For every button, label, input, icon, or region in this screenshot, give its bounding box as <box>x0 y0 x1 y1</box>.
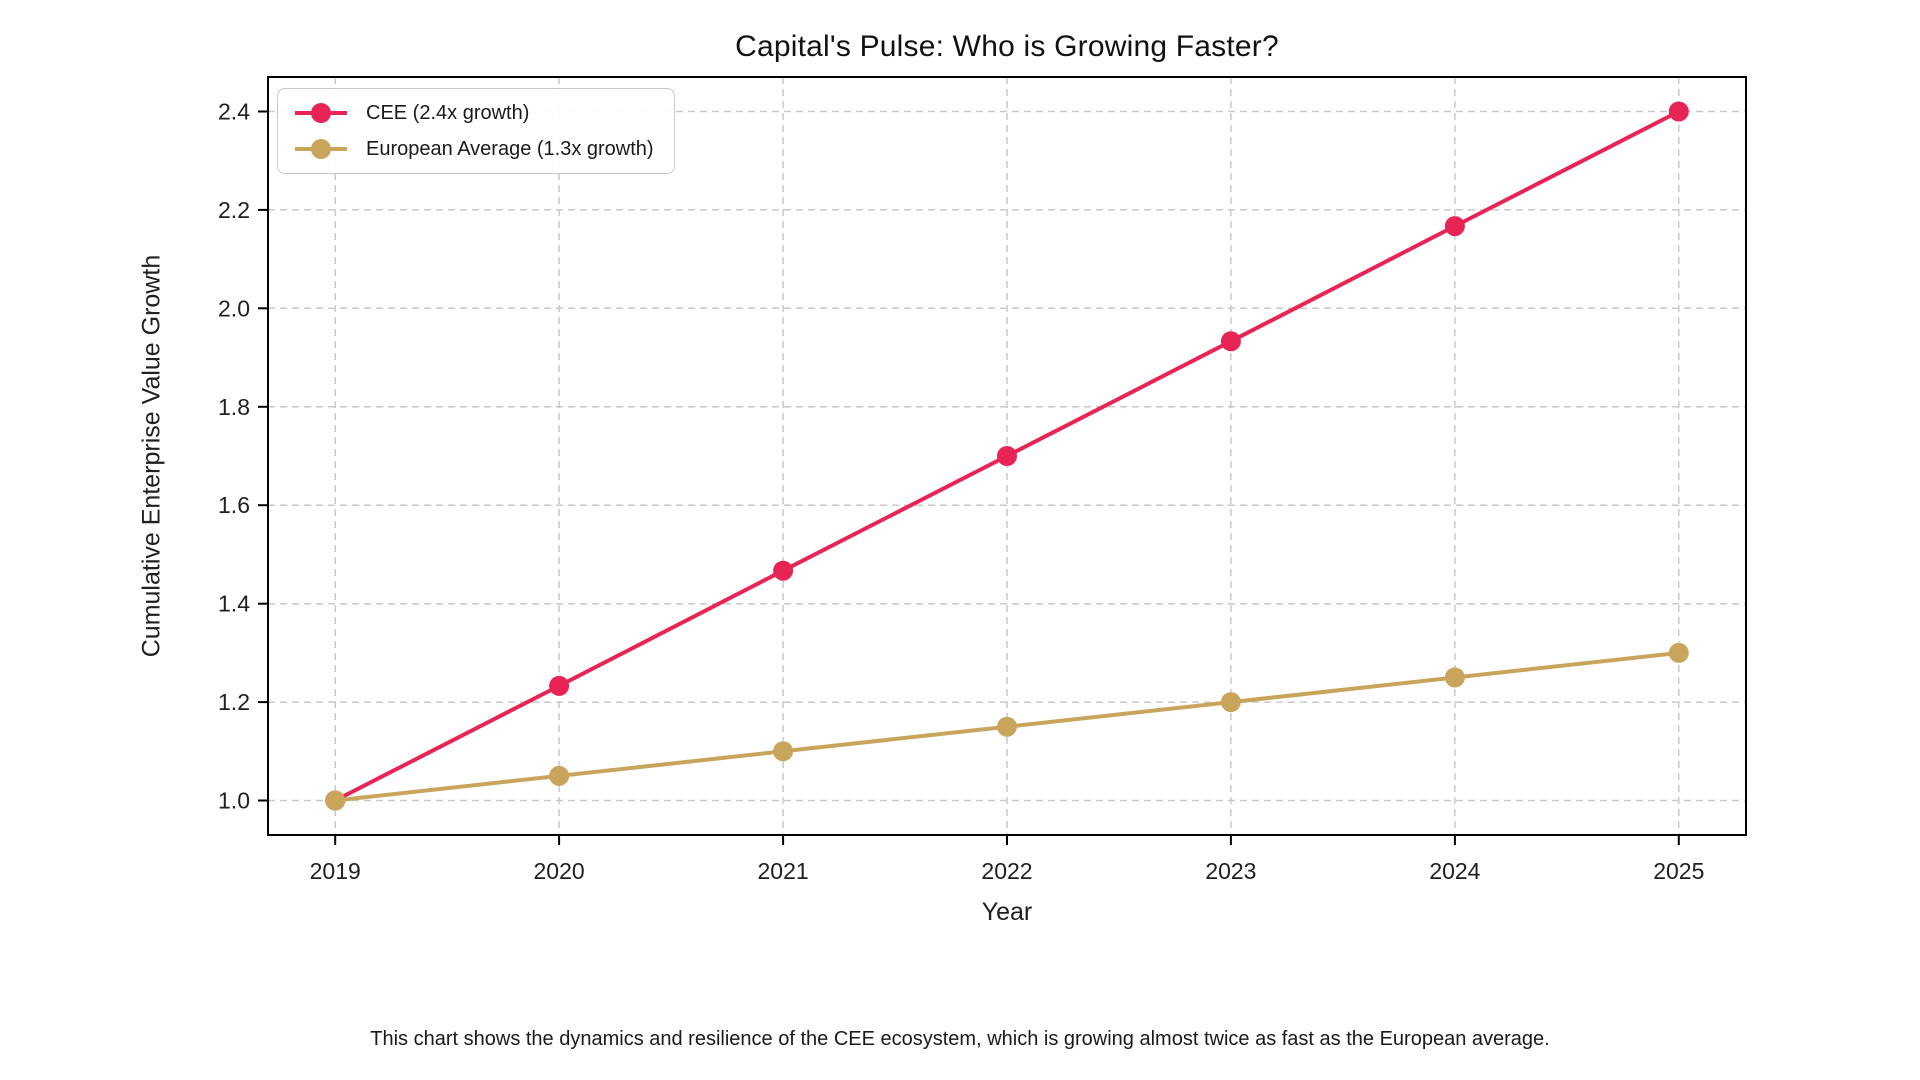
series-marker-0 <box>1444 216 1465 237</box>
series-marker-1 <box>773 741 794 762</box>
legend-label-european-average: European Average (1.3x growth) <box>366 137 654 160</box>
series-marker-1 <box>549 765 570 786</box>
line-marker-swatch-icon <box>295 139 347 159</box>
series-marker-0 <box>549 675 570 696</box>
legend-item-european-average: European Average (1.3x growth) <box>292 133 654 165</box>
series-marker-1 <box>325 790 346 811</box>
x-tick-label: 2023 <box>1205 858 1256 884</box>
series-marker-1 <box>1668 642 1689 663</box>
x-tick-label: 2022 <box>981 858 1032 884</box>
series-marker-0 <box>1668 101 1689 122</box>
x-tick-label: 2025 <box>1653 858 1704 884</box>
y-tick-label: 1.4 <box>218 591 250 617</box>
legend-item-cee: CEE (2.4x growth) <box>292 97 654 129</box>
x-axis-label: Year <box>981 898 1033 926</box>
x-tick-label: 2019 <box>310 858 361 884</box>
y-tick-label: 2.2 <box>218 197 250 223</box>
series-marker-1 <box>997 716 1017 737</box>
series-marker-0 <box>997 446 1017 466</box>
y-tick-label: 2.4 <box>218 99 250 125</box>
legend: CEE (2.4x growth) European Average (1.3x… <box>277 88 675 174</box>
series-marker-1 <box>1220 692 1241 713</box>
y-tick-label: 1.8 <box>218 394 250 420</box>
x-tick-label: 2024 <box>1429 858 1480 884</box>
y-tick-label: 1.0 <box>218 788 250 814</box>
line-marker-swatch-icon <box>295 103 347 123</box>
chart-title: Capital's Pulse: Who is Growing Faster? <box>735 30 1279 63</box>
x-tick-label: 2020 <box>534 858 585 884</box>
y-tick-label: 1.6 <box>218 492 250 518</box>
series-marker-0 <box>1220 331 1241 352</box>
x-tick-label: 2021 <box>758 858 809 884</box>
series-marker-0 <box>773 560 794 581</box>
series-marker-1 <box>1444 667 1465 688</box>
y-tick-label: 1.2 <box>218 689 250 715</box>
legend-label-cee: CEE (2.4x growth) <box>366 101 530 124</box>
caption: This chart shows the dynamics and resili… <box>370 1028 1550 1050</box>
y-tick-label: 2.0 <box>218 295 250 321</box>
